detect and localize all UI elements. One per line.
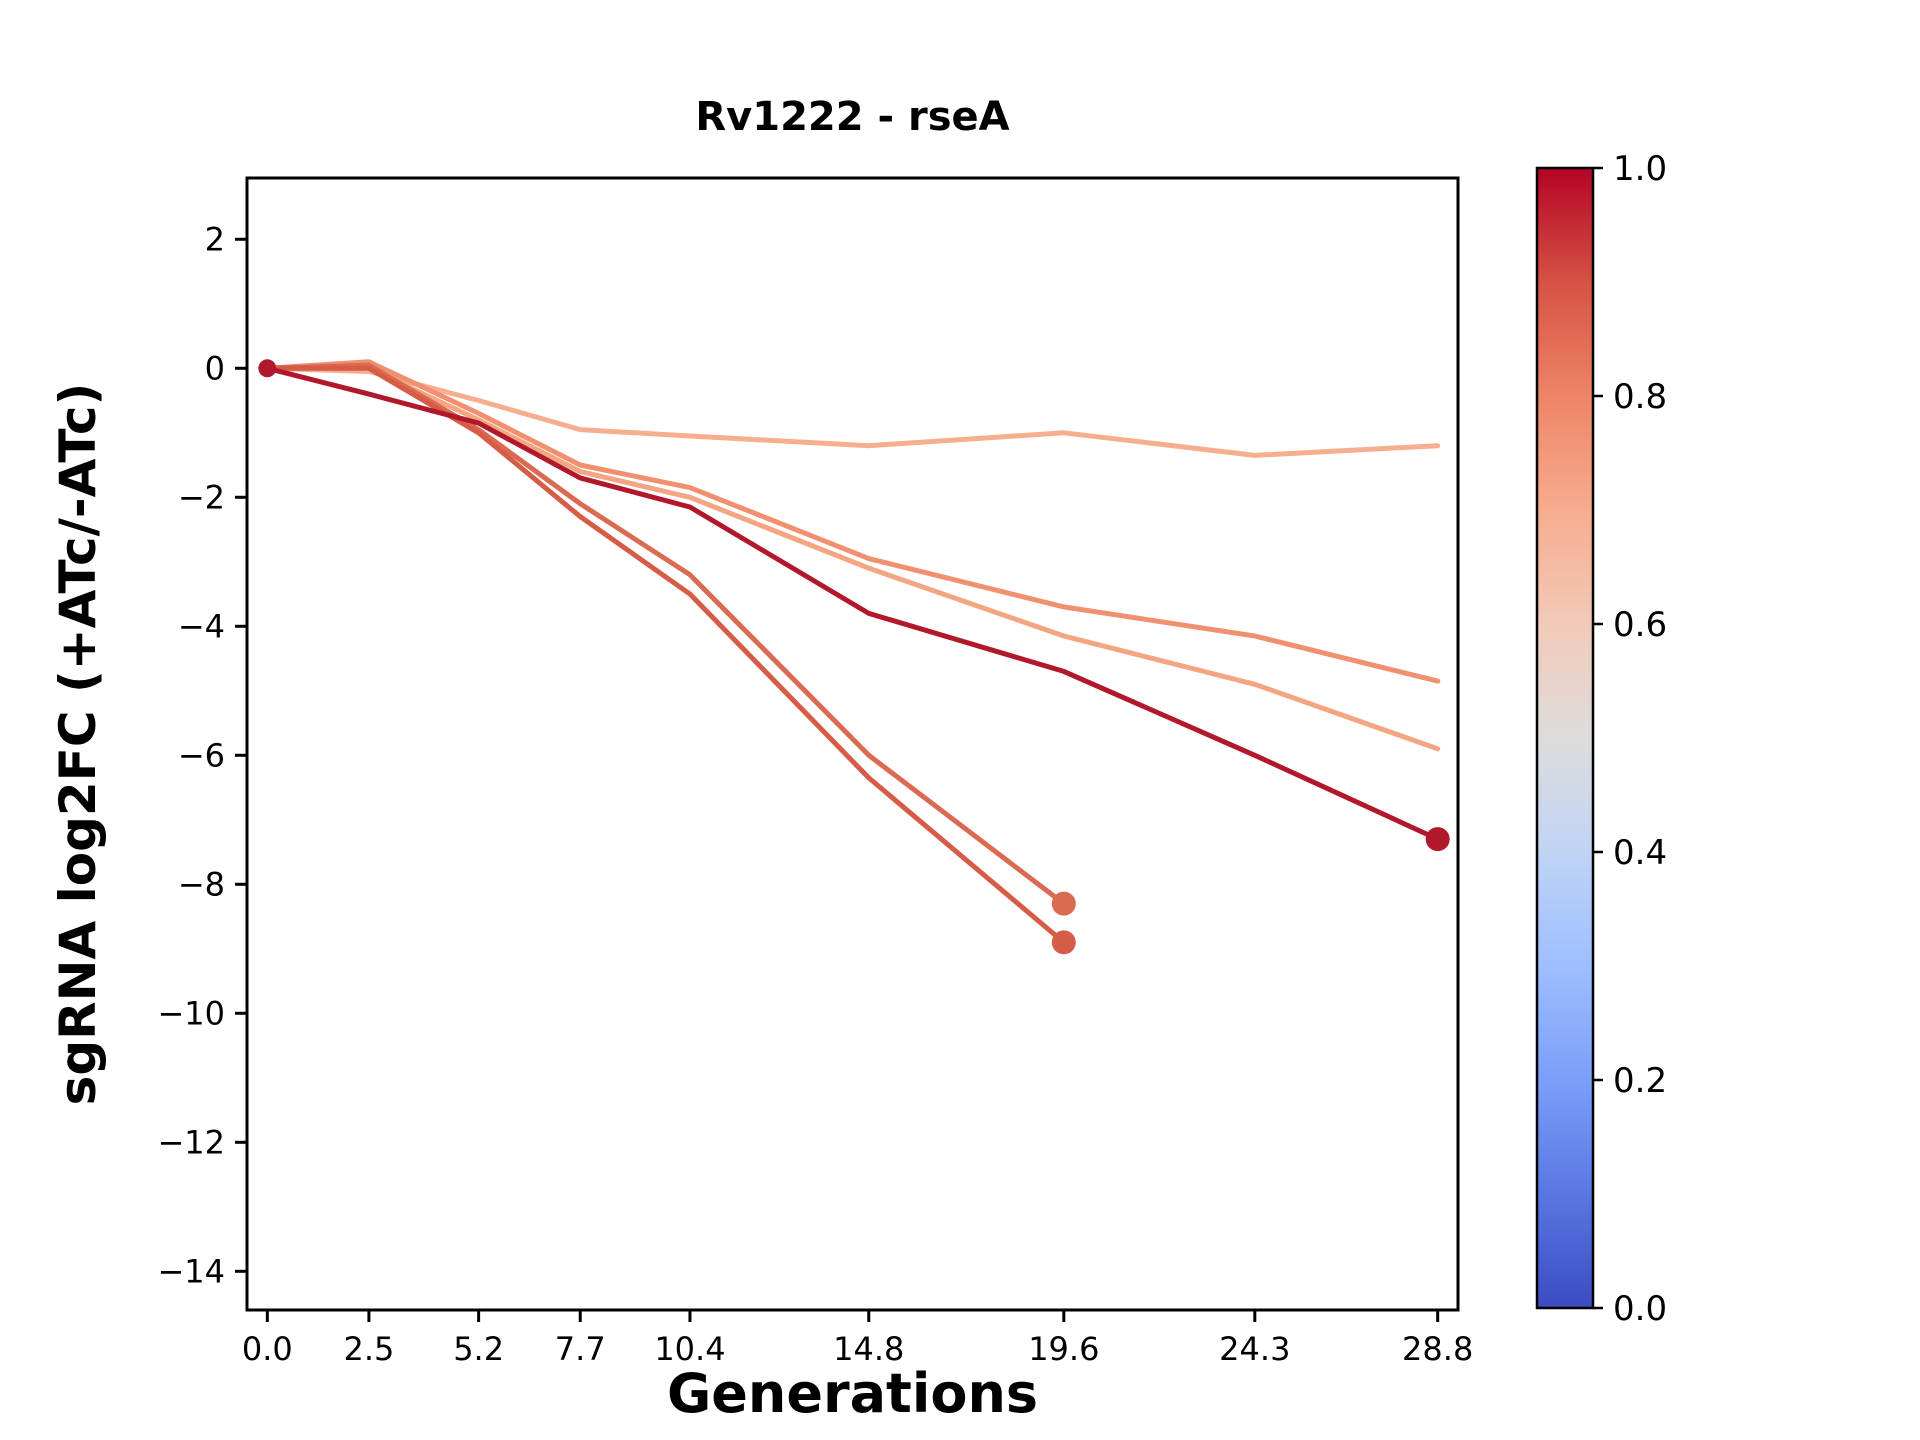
chart-title: Rv1222 - rseA — [695, 94, 1010, 140]
y-tick-label: −4 — [178, 607, 225, 645]
y-tick-label: −6 — [178, 736, 225, 774]
series-line-sgRNA-5 — [264, 365, 1067, 945]
series-line-sgRNA-4 — [264, 362, 1067, 907]
colorbar-tick-label: 0.2 — [1613, 1061, 1667, 1101]
plot-border — [245, 176, 1460, 1312]
colorbar-border — [1535, 166, 1595, 1310]
x-tick-label: 24.3 — [1219, 1330, 1290, 1368]
x-tick-label: 0.0 — [242, 1330, 293, 1368]
series-line-sgRNA-6 — [264, 365, 1441, 842]
x-tick-label: 10.4 — [654, 1330, 725, 1368]
colorbar-tick-label: 0.0 — [1613, 1289, 1667, 1329]
y-tick-label: −2 — [178, 478, 225, 516]
colorbar-tick-label: 0.4 — [1613, 833, 1667, 873]
y-tick-label: −14 — [157, 1252, 225, 1290]
end-marker-sgRNA-5 — [1051, 930, 1076, 955]
x-tick-label: 14.8 — [833, 1330, 904, 1368]
y-tick-label: −10 — [157, 994, 225, 1032]
y-tick-label: 2 — [205, 220, 225, 258]
colorbar-tick-label: 0.8 — [1613, 377, 1667, 417]
x-axis-label: Generations — [666, 1362, 1039, 1425]
x-tick-label: 19.6 — [1028, 1330, 1099, 1368]
x-tick-label: 7.7 — [555, 1330, 606, 1368]
y-tick-label: 0 — [205, 349, 225, 387]
x-tick-label: 28.8 — [1402, 1330, 1473, 1368]
colorbar-tick-label: 1.0 — [1613, 149, 1667, 189]
plot-background — [247, 178, 1458, 1310]
end-marker-sgRNA-6 — [1425, 827, 1450, 852]
series-line-sgRNA-3 — [264, 359, 1441, 684]
end-marker-sgRNA-4 — [1051, 891, 1076, 916]
y-tick-label: −12 — [157, 1123, 225, 1161]
origin-marker — [258, 359, 277, 378]
colorbar — [1537, 168, 1593, 1308]
x-tick-label: 2.5 — [343, 1330, 394, 1368]
x-tick-label: 5.2 — [453, 1330, 504, 1368]
y-tick-label: −8 — [178, 865, 225, 903]
colorbar-tick-label: 0.6 — [1613, 605, 1667, 645]
